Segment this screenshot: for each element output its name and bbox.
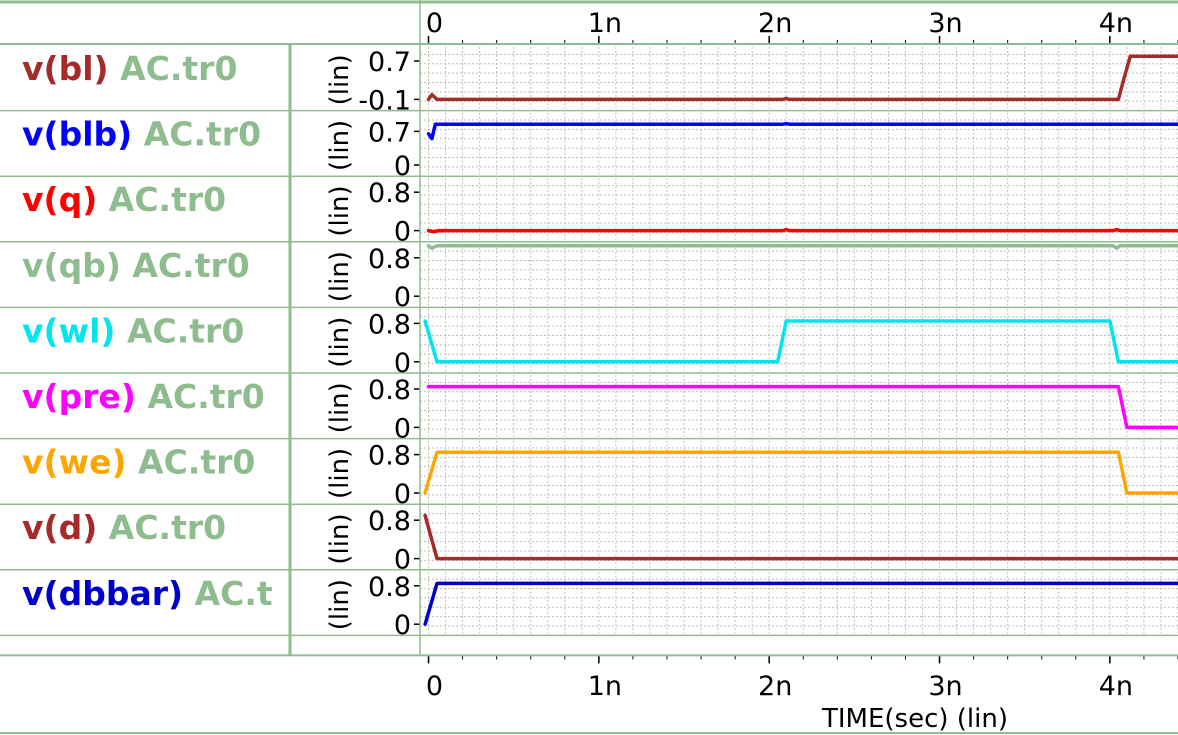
signal-label: v(pre) AC.tr0 — [22, 377, 265, 416]
y-tick-label: 0 — [394, 282, 411, 313]
trace-v-wl — [423, 319, 1178, 364]
signal-name: v(d) — [22, 508, 97, 547]
y-tick-label: 0.8 — [368, 309, 411, 340]
y-scale-label: (lin) — [325, 185, 355, 236]
trace-v-dbbar — [423, 581, 1178, 626]
signal-name: v(pre) — [22, 377, 136, 416]
signal-source-file: AC.tr0 — [97, 180, 226, 219]
signal-label: v(q) AC.tr0 — [22, 180, 226, 219]
x-tick-label-top: 1n — [588, 8, 622, 39]
trace-v-q — [426, 227, 1178, 234]
signal-source-file: AC.tr0 — [97, 508, 226, 547]
y-tick-label: -0.1 — [358, 85, 411, 116]
signal-name: v(dbbar) — [22, 574, 183, 613]
signal-label: v(wl) AC.tr0 — [22, 311, 244, 350]
y-tick-label: 0 — [394, 479, 411, 510]
y-scale-label: (lin) — [325, 251, 355, 302]
y-tick-label: 0 — [394, 348, 411, 379]
signal-name: v(we) — [22, 443, 127, 482]
signal-source-file: AC.tr0 — [115, 311, 244, 350]
y-tick-label: 0 — [394, 151, 411, 182]
signal-source-file: AC.tr0 — [121, 246, 250, 285]
signal-name: v(wl) — [22, 311, 115, 350]
signal-label: v(d) AC.tr0 — [22, 508, 226, 547]
trace-v-d — [423, 513, 1178, 561]
trace-v-we — [423, 450, 1178, 495]
x-tick-label-bottom: 4n — [1099, 671, 1133, 702]
signal-name: v(qb) — [22, 246, 121, 285]
trace-v-bl — [426, 54, 1178, 102]
y-scale-label: (lin) — [325, 448, 355, 499]
x-tick-label-bottom: 0 — [426, 671, 443, 702]
signal-source-file: AC.tr0 — [109, 49, 238, 88]
signal-source-file: AC.tr0 — [127, 443, 256, 482]
signal-name: v(bl) — [22, 49, 109, 88]
signal-label: v(blb) AC.tr0 — [22, 115, 261, 154]
signal-source-file: AC.tr0 — [136, 377, 265, 416]
y-scale-label: (lin) — [325, 317, 355, 368]
y-tick-label: 0.8 — [368, 441, 411, 472]
y-scale-label: (lin) — [325, 382, 355, 433]
y-scale-label: (lin) — [325, 579, 355, 630]
y-tick-label: 0.8 — [368, 506, 411, 537]
y-tick-label: 0.8 — [368, 375, 411, 406]
trace-v-blb — [426, 121, 1178, 141]
y-tick-label: 0 — [394, 413, 411, 444]
y-tick-label: 0 — [394, 610, 411, 641]
x-tick-label-bottom: 1n — [588, 671, 622, 702]
signal-label: v(dbbar) AC.t — [22, 574, 273, 613]
signal-name: v(q) — [22, 180, 97, 219]
y-tick-label: 0 — [394, 545, 411, 576]
trace-v-qb — [426, 244, 1178, 250]
signal-source-file: AC.tr0 — [132, 115, 261, 154]
x-tick-label-top: 3n — [928, 8, 962, 39]
y-tick-label: 0.8 — [368, 178, 411, 209]
y-tick-label: 0.8 — [368, 244, 411, 275]
signal-name: v(blb) — [22, 115, 132, 154]
y-tick-label: 0.8 — [368, 572, 411, 603]
trace-v-pre — [426, 384, 1178, 430]
signal-label: v(bl) AC.tr0 — [22, 49, 237, 88]
x-tick-label-top: 0 — [426, 8, 443, 39]
x-tick-label-top: 4n — [1099, 8, 1133, 39]
y-scale-label: (lin) — [325, 513, 355, 564]
y-tick-label: 0 — [394, 217, 411, 248]
y-scale-label: (lin) — [325, 120, 355, 171]
x-tick-label-top: 2n — [758, 8, 792, 39]
signal-label: v(we) AC.tr0 — [22, 443, 255, 482]
x-tick-label-bottom: 2n — [758, 671, 792, 702]
x-tick-label-bottom: 3n — [928, 671, 962, 702]
y-scale-label: (lin) — [325, 54, 355, 105]
signal-label: v(qb) AC.tr0 — [22, 246, 250, 285]
y-tick-label: 0.7 — [368, 117, 411, 148]
x-axis-label: TIME(sec) (lin) — [821, 704, 1008, 734]
y-tick-label: 0.7 — [368, 47, 411, 78]
signal-source-file: AC.t — [183, 574, 273, 613]
